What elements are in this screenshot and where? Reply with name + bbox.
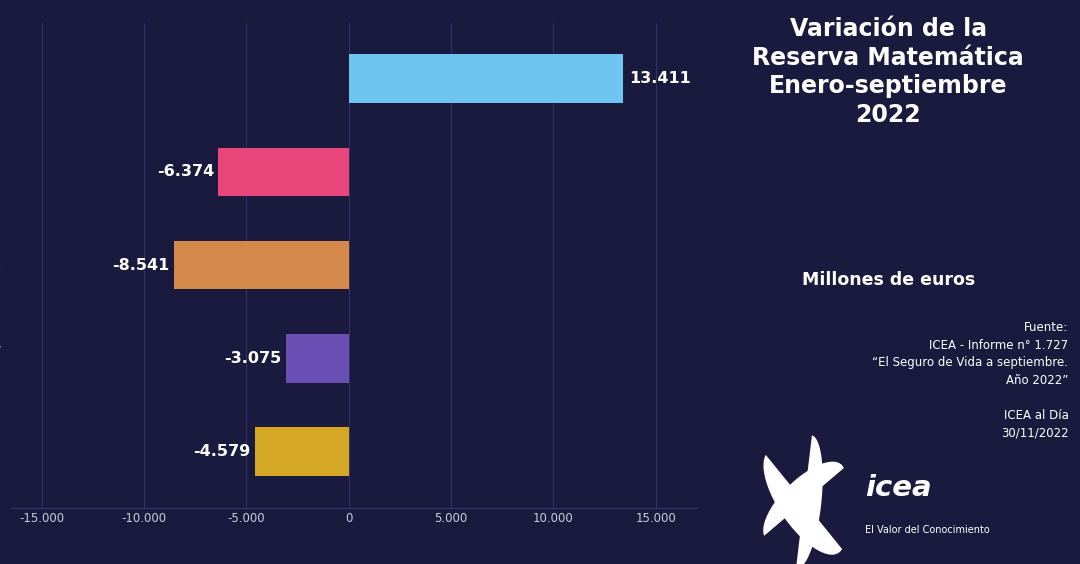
Text: icea: icea (865, 474, 932, 502)
FancyBboxPatch shape (259, 430, 287, 473)
FancyBboxPatch shape (289, 337, 319, 380)
Bar (285, 334, 349, 382)
Bar (255, 428, 349, 476)
Text: Variación de la
Reserva Matemática
Enero-septiembre
2022: Variación de la Reserva Matemática Enero… (753, 17, 1024, 127)
Text: -8.541: -8.541 (112, 258, 170, 272)
Polygon shape (764, 455, 842, 555)
Bar (349, 54, 623, 103)
Text: -6.374: -6.374 (157, 164, 214, 179)
FancyBboxPatch shape (594, 57, 623, 100)
Bar (174, 241, 349, 289)
Text: -3.075: -3.075 (225, 351, 282, 366)
Text: Fuente:
ICEA - Informe n° 1.727
“El Seguro de Vida a septiembre.
Año 2022”

ICEA: Fuente: ICEA - Informe n° 1.727 “El Segu… (873, 321, 1068, 439)
Polygon shape (764, 461, 843, 536)
Text: Millones de euros: Millones de euros (801, 271, 975, 289)
Text: El Valor del Conocimiento: El Valor del Conocimiento (865, 525, 990, 535)
Polygon shape (796, 435, 823, 564)
Bar (218, 148, 349, 196)
Text: -4.579: -4.579 (193, 444, 251, 459)
Text: 13.411: 13.411 (630, 71, 691, 86)
FancyBboxPatch shape (178, 244, 206, 287)
FancyBboxPatch shape (222, 151, 251, 193)
